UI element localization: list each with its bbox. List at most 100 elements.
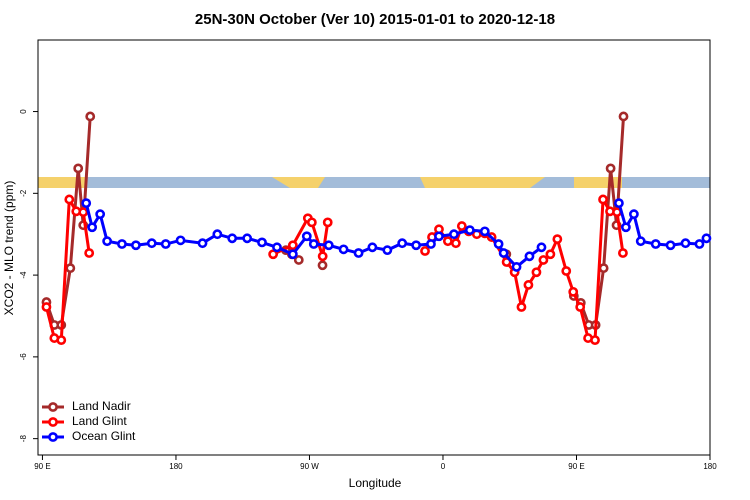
point bbox=[212, 229, 223, 240]
legend-marker bbox=[48, 417, 58, 427]
point bbox=[85, 111, 96, 122]
point bbox=[73, 163, 84, 174]
point bbox=[95, 209, 106, 220]
point bbox=[680, 238, 691, 249]
point bbox=[257, 237, 267, 248]
point bbox=[694, 239, 705, 249]
point bbox=[293, 255, 304, 265]
point bbox=[426, 239, 436, 249]
point bbox=[322, 217, 333, 228]
x-tick-label: 90 E bbox=[568, 462, 584, 471]
point bbox=[511, 262, 522, 272]
point bbox=[411, 240, 422, 251]
point bbox=[272, 242, 282, 253]
point bbox=[146, 238, 157, 249]
point bbox=[323, 240, 334, 251]
point bbox=[197, 238, 208, 249]
point bbox=[618, 111, 629, 122]
legend-label: Land Nadir bbox=[72, 399, 131, 413]
point bbox=[78, 207, 89, 218]
point bbox=[628, 209, 639, 220]
point bbox=[268, 249, 279, 260]
legend-label: Land Glint bbox=[72, 414, 127, 428]
point bbox=[650, 239, 661, 249]
point bbox=[242, 233, 253, 244]
point bbox=[317, 260, 328, 271]
point bbox=[367, 242, 378, 253]
point bbox=[56, 335, 67, 346]
point bbox=[614, 198, 624, 209]
point bbox=[618, 248, 628, 258]
point bbox=[317, 251, 328, 262]
point bbox=[701, 233, 712, 244]
point bbox=[353, 248, 364, 258]
y-tick-label: -6 bbox=[19, 353, 28, 361]
point bbox=[590, 335, 600, 346]
point bbox=[498, 248, 509, 258]
point bbox=[102, 236, 113, 247]
point bbox=[538, 255, 549, 265]
legend-marker bbox=[48, 432, 58, 442]
point bbox=[397, 238, 408, 249]
point bbox=[382, 245, 393, 256]
point bbox=[568, 286, 579, 297]
point bbox=[575, 302, 586, 312]
x-axis-label: Longitude bbox=[349, 476, 402, 490]
point bbox=[64, 194, 75, 205]
plot-frame bbox=[37, 39, 711, 456]
point bbox=[536, 242, 547, 253]
point bbox=[442, 236, 453, 247]
point bbox=[338, 244, 349, 255]
point bbox=[620, 222, 631, 233]
point bbox=[605, 163, 616, 174]
point bbox=[598, 263, 609, 274]
point bbox=[493, 239, 504, 249]
legend-marker bbox=[48, 402, 58, 412]
legend-label: Ocean Glint bbox=[72, 429, 136, 443]
point bbox=[531, 267, 542, 278]
point bbox=[131, 240, 141, 251]
point bbox=[665, 240, 676, 251]
point bbox=[598, 194, 608, 205]
point bbox=[516, 302, 527, 312]
point bbox=[545, 249, 556, 260]
point bbox=[306, 217, 317, 228]
y-tick-label: -2 bbox=[19, 189, 28, 197]
point bbox=[160, 239, 171, 249]
point bbox=[552, 234, 563, 245]
point bbox=[227, 233, 238, 244]
x-tick-label: 180 bbox=[169, 462, 183, 471]
x-tick-label: 180 bbox=[703, 462, 717, 471]
x-tick-label: 90 W bbox=[300, 462, 319, 471]
map-strip bbox=[38, 177, 710, 188]
point bbox=[479, 226, 490, 237]
point bbox=[449, 229, 459, 240]
point bbox=[287, 240, 298, 251]
point bbox=[287, 249, 298, 260]
point bbox=[464, 225, 475, 236]
chart-title: 25N-30N October (Ver 10) 2015-01-01 to 2… bbox=[195, 11, 555, 28]
y-tick-label: -8 bbox=[19, 435, 28, 443]
y-tick-label: -4 bbox=[19, 271, 28, 279]
point bbox=[175, 235, 186, 246]
x-tick-label: 90 E bbox=[34, 462, 50, 471]
series-line bbox=[45, 116, 626, 327]
point bbox=[434, 231, 444, 242]
point bbox=[456, 221, 467, 231]
point bbox=[308, 239, 319, 249]
point bbox=[420, 246, 430, 256]
point bbox=[450, 238, 461, 249]
y-axis-label: XCO2 - MLO trend (ppm) bbox=[2, 181, 16, 316]
point bbox=[87, 222, 98, 233]
point bbox=[84, 248, 95, 258]
point bbox=[81, 198, 92, 209]
point bbox=[117, 239, 127, 249]
point bbox=[561, 266, 572, 276]
point bbox=[301, 231, 312, 242]
point bbox=[523, 280, 534, 290]
y-tick-label: 0 bbox=[19, 109, 28, 114]
x-tick-label: 0 bbox=[441, 462, 446, 471]
point bbox=[41, 302, 52, 312]
point bbox=[65, 263, 76, 274]
